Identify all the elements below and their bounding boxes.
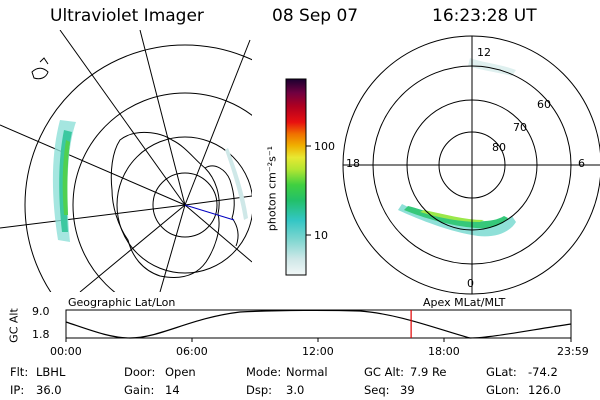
info-glat-label: GLat: — [486, 365, 517, 379]
info-seq-label: Seq: — [364, 383, 390, 397]
info-flt-value: LBHL — [36, 365, 66, 379]
info-gcalt-label: GC Alt: — [364, 365, 405, 379]
info-glon-value: 126.0 — [528, 383, 561, 397]
info-mode-label: Mode: — [246, 365, 282, 379]
mlt-label-6: 6 — [578, 157, 585, 170]
info-glon-label: GLon: — [486, 383, 520, 397]
colorbar-unit-label: photon cm⁻²s⁻¹ — [265, 145, 279, 232]
mlat-label-70: 70 — [513, 121, 527, 134]
timeline-tick-0: 00:00 — [50, 345, 82, 358]
info-door-value: Open — [165, 365, 196, 379]
info-seq-value: 39 — [400, 383, 415, 397]
info-gain-label: Gain: — [124, 383, 155, 397]
mlt-label-0: 0 — [467, 277, 474, 290]
info-ip-label: IP: — [10, 383, 25, 397]
info-gcalt-value: 7.9 Re — [410, 365, 447, 379]
instrument-title: Ultraviolet Imager — [50, 6, 204, 26]
timeline-tick-2: 12:00 — [302, 345, 334, 358]
timeline-tick-1: 06:00 — [176, 345, 208, 358]
timeline-plot — [65, 309, 572, 342]
mlat-label-80: 80 — [492, 141, 506, 154]
info-gain-value: 14 — [165, 383, 180, 397]
geographic-map — [0, 30, 252, 292]
colorbar — [285, 78, 311, 276]
time-label: 16:23:28 UT — [432, 6, 537, 26]
mlat-label-60: 60 — [537, 98, 551, 111]
mlt-label-18: 18 — [346, 157, 360, 170]
timeline-tick-3: 18:00 — [428, 345, 460, 358]
info-flt-label: Flt: — [10, 365, 29, 379]
timeline-ymax: 9.0 — [32, 305, 50, 318]
date-label: 08 Sep 07 — [272, 6, 359, 26]
timeline-ylabel: GC Alt — [7, 308, 21, 343]
timeline-ymin: 1.8 — [32, 328, 50, 341]
right-panel-label: Apex MLat/MLT — [423, 296, 506, 309]
info-glat-value: -74.2 — [528, 365, 558, 379]
info-door-label: Door: — [124, 365, 156, 379]
info-mode-value: Normal — [286, 365, 328, 379]
magnetic-map — [342, 35, 600, 295]
colorbar-tick-10: 10 — [314, 229, 328, 242]
info-ip-value: 36.0 — [36, 383, 62, 397]
info-dsp-label: Dsp: — [246, 383, 273, 397]
info-dsp-value: 3.0 — [286, 383, 305, 397]
mlt-label-12: 12 — [477, 46, 491, 59]
left-panel-label: Geographic Lat/Lon — [68, 296, 176, 309]
colorbar-tick-100: 100 — [314, 140, 335, 153]
timeline-tick-4: 23:59 — [557, 345, 589, 358]
